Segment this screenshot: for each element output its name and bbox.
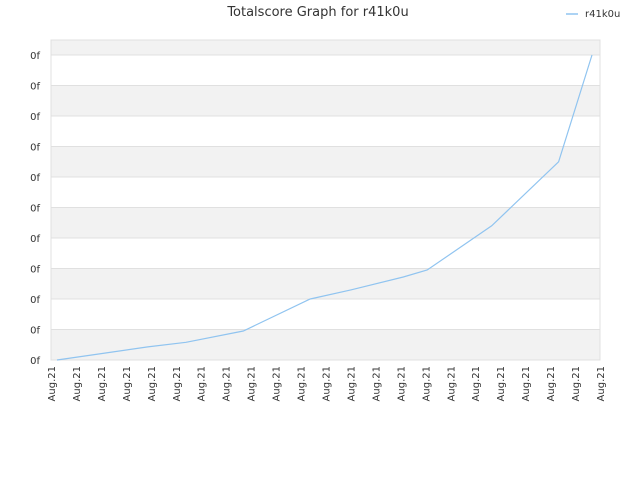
x-tick-label: Aug.21 xyxy=(596,366,607,401)
x-axis: Aug.21 Aug.21 Aug.21 Aug.21 Aug.21 Aug.21 Aug.… xyxy=(47,366,607,401)
x-tick-label: Aug.21 xyxy=(172,366,183,401)
y-axis: 0f 0f 0f 0f 0f 0f 0f 0f 0f 0f 0f xyxy=(30,51,40,367)
plot-band xyxy=(51,146,600,177)
y-tick-label: 0f xyxy=(30,234,40,245)
y-tick-label: 0f xyxy=(30,204,40,215)
x-tick-label: Aug.21 xyxy=(571,366,582,401)
plot-bands xyxy=(51,40,600,360)
y-tick-label: 0f xyxy=(30,173,40,184)
plot-band xyxy=(51,207,600,238)
x-tick-label: Aug.21 xyxy=(147,366,158,401)
x-tick-label: Aug.21 xyxy=(371,366,382,401)
x-tick-label: Aug.21 xyxy=(97,366,108,401)
x-tick-label: Aug.21 xyxy=(521,366,532,401)
series-line xyxy=(56,54,593,361)
x-tick-label: Aug.21 xyxy=(322,366,333,401)
x-tick-label: Aug.21 xyxy=(421,366,432,401)
series-group xyxy=(56,54,593,361)
x-tick-label: Aug.21 xyxy=(47,366,58,401)
plot-frame xyxy=(50,39,601,361)
chart-title: Totalscore Graph for r41k0u xyxy=(226,5,408,20)
y-tick-label: 0f xyxy=(30,295,40,306)
plot-band xyxy=(51,329,600,360)
x-tick-label: Aug.21 xyxy=(346,366,357,401)
plot-band xyxy=(51,268,600,299)
legend[interactable]: r41k0u xyxy=(566,9,620,20)
x-tick-label: Aug.21 xyxy=(122,366,133,401)
y-tick-label: 0f xyxy=(30,356,40,367)
x-tick-label: Aug.21 xyxy=(197,366,208,401)
plot-band xyxy=(51,40,600,55)
x-tick-label: Aug.21 xyxy=(72,366,83,401)
y-tick-label: 0f xyxy=(30,112,40,123)
x-tick-label: Aug.21 xyxy=(222,366,233,401)
x-tick-label: Aug.21 xyxy=(496,366,507,401)
plot-border xyxy=(50,39,601,361)
x-tick-label: Aug.21 xyxy=(247,366,258,401)
x-tick-label: Aug.21 xyxy=(546,366,557,401)
y-tick-label: 0f xyxy=(30,143,40,154)
y-tick-label: 0f xyxy=(30,326,40,337)
gridlines xyxy=(51,54,600,361)
y-tick-label: 0f xyxy=(30,265,40,276)
x-tick-label: Aug.21 xyxy=(297,366,308,401)
plot-band xyxy=(51,85,600,116)
x-tick-label: Aug.21 xyxy=(446,366,457,401)
legend-label: r41k0u xyxy=(585,9,620,20)
x-tick-label: Aug.21 xyxy=(396,366,407,401)
x-tick-label: Aug.21 xyxy=(272,366,283,401)
y-tick-label: 0f xyxy=(30,82,40,93)
y-tick-label: 0f xyxy=(30,51,40,62)
x-tick-label: Aug.21 xyxy=(471,366,482,401)
